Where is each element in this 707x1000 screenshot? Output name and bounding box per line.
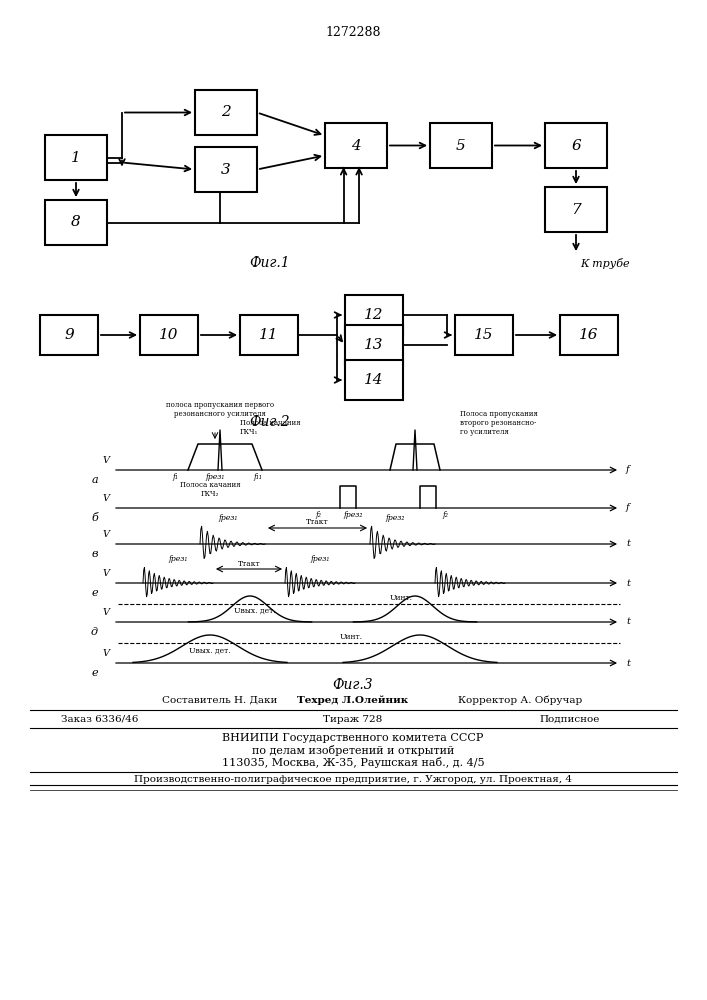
Text: ВНИИПИ Государственного комитета СССР: ВНИИПИ Государственного комитета СССР [222, 733, 484, 743]
Text: в: в [91, 549, 98, 559]
Text: f₁₁: f₁₁ [254, 473, 262, 481]
Bar [45, 200, 107, 245]
Text: К трубе: К трубе [580, 258, 630, 269]
Text: f: f [626, 504, 630, 512]
Bar [40, 315, 98, 355]
Text: 13: 13 [364, 338, 384, 352]
Text: б: б [91, 513, 98, 523]
Bar [325, 123, 387, 168]
Text: по делам изобретений и открытий: по делам изобретений и открытий [252, 744, 454, 756]
Text: е: е [91, 588, 98, 598]
Text: 4: 4 [351, 138, 361, 152]
Text: 8: 8 [71, 216, 81, 230]
Text: 6: 6 [571, 138, 581, 152]
Bar [545, 123, 607, 168]
Text: Полоса пропускания
второго резонансно-
го усилителя: Полоса пропускания второго резонансно- г… [460, 410, 538, 436]
Text: Заказ 6336/46: Заказ 6336/46 [62, 714, 139, 724]
Text: 1272288: 1272288 [325, 25, 381, 38]
Text: а: а [91, 475, 98, 485]
Bar [240, 315, 298, 355]
Text: t: t [626, 540, 630, 548]
Text: 14: 14 [364, 373, 384, 387]
Text: t: t [626, 658, 630, 668]
Bar [140, 315, 198, 355]
Text: 113035, Москва, Ж-35, Раушская наб., д. 4/5: 113035, Москва, Ж-35, Раушская наб., д. … [222, 756, 484, 768]
Text: Фиг.2: Фиг.2 [250, 415, 291, 429]
Text: 5: 5 [456, 138, 466, 152]
Text: fрез₁: fрез₁ [310, 555, 329, 563]
Text: Тираж 728: Тираж 728 [323, 714, 382, 724]
Bar [345, 295, 403, 335]
Text: fрез₂: fрез₂ [344, 511, 363, 519]
Bar [345, 325, 403, 365]
Text: 7: 7 [571, 202, 581, 217]
Text: f₁: f₁ [172, 473, 178, 481]
Text: 2: 2 [221, 105, 231, 119]
Text: 15: 15 [474, 328, 493, 342]
Text: Uинт.: Uинт. [340, 633, 363, 641]
Text: 12: 12 [364, 308, 384, 322]
Text: Подписное: Подписное [540, 714, 600, 724]
Text: Uвых. дет.: Uвых. дет. [234, 607, 276, 615]
Text: е: е [91, 668, 98, 678]
Text: 1: 1 [71, 150, 81, 164]
Text: 9: 9 [64, 328, 74, 342]
Text: t: t [626, 578, 630, 587]
Bar [345, 360, 403, 400]
Text: Uинт.: Uинт. [390, 594, 413, 602]
Text: Фиг.3: Фиг.3 [333, 678, 373, 692]
Text: Составитель Н. Даки: Составитель Н. Даки [163, 696, 278, 704]
Text: fрез₂: fрез₂ [385, 514, 404, 522]
Text: 3: 3 [221, 162, 231, 176]
Text: f₂: f₂ [442, 511, 448, 519]
Text: f₂: f₂ [315, 511, 321, 519]
Text: fрез₁: fрез₁ [205, 473, 225, 481]
Text: Корректор А. Обручар: Корректор А. Обручар [458, 695, 582, 705]
Text: f: f [626, 466, 630, 475]
Text: 11: 11 [259, 328, 279, 342]
Text: Фиг.1: Фиг.1 [250, 256, 291, 270]
Text: д: д [91, 627, 98, 637]
Bar [560, 315, 618, 355]
Text: t: t [626, 617, 630, 626]
Text: Полоса качания
ГКЧ₁: Полоса качания ГКЧ₁ [240, 419, 300, 436]
Text: Производственно-полиграфическое предприятие, г. Ужгород, ул. Проектная, 4: Производственно-полиграфическое предприя… [134, 774, 572, 784]
Text: Tтакт: Tтакт [238, 560, 260, 568]
Bar [195, 90, 257, 135]
Text: fрез₁: fрез₁ [168, 555, 187, 563]
Bar [545, 187, 607, 232]
Text: V: V [103, 530, 110, 539]
Bar [195, 147, 257, 192]
Bar [455, 315, 513, 355]
Bar [45, 135, 107, 180]
Text: V: V [103, 456, 110, 465]
Text: Tтакт: Tтакт [305, 518, 328, 526]
Text: 16: 16 [579, 328, 599, 342]
Text: V: V [103, 569, 110, 578]
Text: V: V [103, 494, 110, 503]
Text: fрез₁: fрез₁ [218, 514, 238, 522]
Text: V: V [103, 608, 110, 617]
Text: Полоса качания
ГКЧ₂: Полоса качания ГКЧ₂ [180, 481, 240, 498]
Bar [430, 123, 492, 168]
Text: полоса пропускания первого
резонансного усилителя: полоса пропускания первого резонансного … [166, 401, 274, 418]
Text: V: V [103, 649, 110, 658]
Text: Uвых. дет.: Uвых. дет. [189, 647, 230, 655]
Text: Техред Л.Олейник: Техред Л.Олейник [298, 695, 409, 705]
Text: 10: 10 [159, 328, 179, 342]
